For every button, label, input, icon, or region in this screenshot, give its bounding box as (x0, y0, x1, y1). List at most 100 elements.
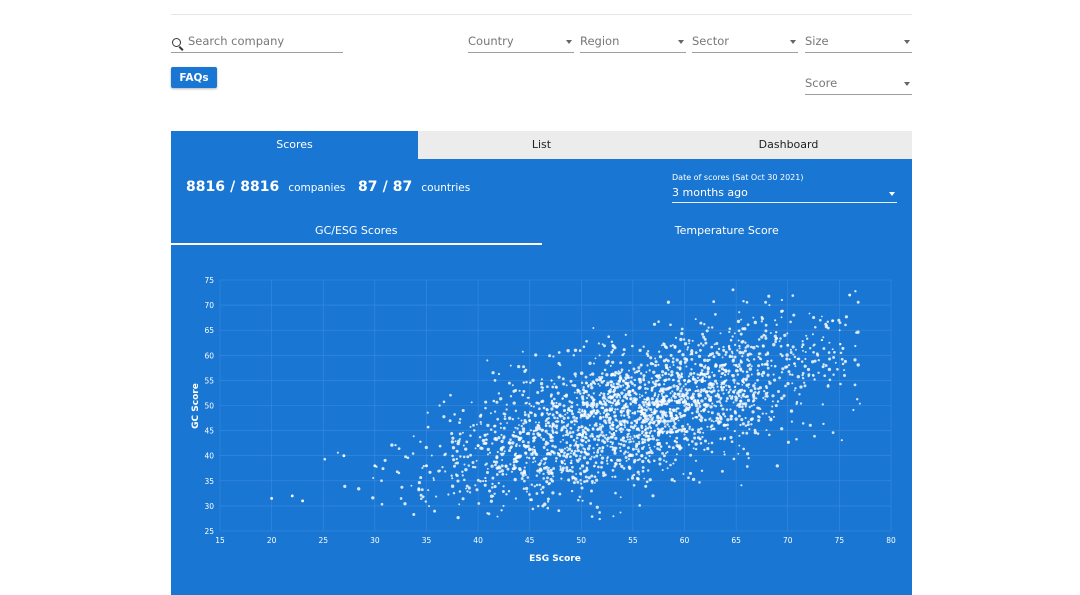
data-point (734, 386, 736, 388)
data-point (431, 455, 433, 457)
data-point (505, 493, 507, 495)
data-point (649, 447, 651, 449)
data-point (643, 415, 645, 417)
data-point (519, 390, 521, 392)
data-point (684, 342, 687, 345)
data-point (540, 413, 543, 416)
data-point (780, 397, 783, 400)
data-point (638, 387, 641, 390)
data-point (588, 440, 590, 442)
data-point (606, 438, 608, 440)
data-point (675, 430, 678, 433)
tab-scores[interactable]: Scores (171, 131, 418, 159)
data-point (661, 374, 663, 376)
data-point (626, 398, 628, 400)
chevron-down-icon (790, 40, 796, 44)
data-point (337, 452, 339, 454)
data-point (563, 417, 566, 420)
data-point (859, 403, 861, 405)
x-tick-label: 40 (473, 536, 483, 545)
date-select[interactable]: 3 months ago (672, 185, 897, 203)
data-point (669, 392, 671, 394)
tab-list[interactable]: List (418, 131, 665, 159)
x-tick-label: 60 (680, 536, 690, 545)
data-point (678, 383, 681, 386)
size-select[interactable]: Size (805, 29, 912, 53)
data-point (452, 458, 455, 461)
data-point (653, 410, 656, 413)
faqs-button[interactable]: FAQs (171, 67, 217, 88)
data-point (498, 373, 500, 375)
data-point (804, 358, 806, 360)
subtab-gc-esg[interactable]: GC/ESG Scores (171, 221, 542, 245)
data-point (703, 410, 705, 412)
data-point (607, 393, 609, 395)
data-point (573, 419, 575, 421)
data-point (688, 428, 690, 430)
data-point (427, 426, 430, 429)
data-point (633, 461, 636, 464)
page-content: Search company Country Region Sector Siz… (171, 0, 912, 595)
sector-select[interactable]: Sector (692, 29, 798, 53)
data-point (776, 324, 778, 326)
data-point (580, 438, 583, 441)
region-select[interactable]: Region (580, 29, 686, 53)
search-input[interactable]: Search company (171, 29, 343, 53)
data-point (599, 394, 601, 396)
data-point (443, 400, 446, 403)
data-point (522, 474, 525, 477)
data-point (661, 400, 664, 403)
score-select[interactable]: Score (805, 71, 912, 95)
tab-dashboard[interactable]: Dashboard (665, 131, 912, 159)
data-point (644, 420, 647, 423)
data-point (620, 430, 623, 433)
data-point (655, 419, 657, 421)
x-tick-label: 15 (215, 536, 225, 545)
data-point (439, 470, 441, 472)
data-point (613, 399, 616, 402)
subtab-temperature[interactable]: Temperature Score (542, 221, 913, 245)
data-point (662, 387, 665, 390)
data-point (740, 397, 742, 399)
data-point (648, 455, 650, 457)
data-point (857, 363, 860, 366)
data-point (582, 388, 585, 391)
data-point (627, 429, 630, 432)
data-point (786, 382, 789, 385)
data-point (557, 362, 560, 365)
data-point (587, 413, 590, 416)
data-point (501, 459, 503, 461)
data-point (747, 323, 750, 326)
data-point (590, 402, 593, 405)
data-point (732, 359, 735, 362)
data-point (547, 471, 549, 473)
data-point (675, 437, 678, 440)
data-point (705, 405, 708, 408)
country-select[interactable]: Country (468, 29, 574, 53)
data-point (650, 414, 652, 416)
data-point (724, 453, 726, 455)
data-point (708, 418, 710, 420)
data-point (609, 380, 612, 383)
data-point (531, 483, 533, 485)
data-point (543, 407, 546, 410)
data-point (648, 461, 650, 463)
data-point (840, 352, 843, 355)
data-point (598, 511, 601, 514)
data-point (533, 430, 535, 432)
data-point (555, 431, 558, 434)
data-point (681, 387, 683, 389)
data-point (647, 469, 649, 471)
data-point (725, 385, 727, 387)
data-point (854, 345, 856, 347)
data-point (497, 451, 499, 453)
data-point (781, 371, 783, 373)
data-point (610, 441, 612, 443)
data-point (488, 489, 491, 492)
data-point (525, 474, 527, 476)
data-point (582, 500, 584, 502)
data-point (519, 468, 522, 471)
data-point (562, 435, 564, 437)
data-point (619, 361, 622, 364)
data-point (813, 343, 815, 345)
